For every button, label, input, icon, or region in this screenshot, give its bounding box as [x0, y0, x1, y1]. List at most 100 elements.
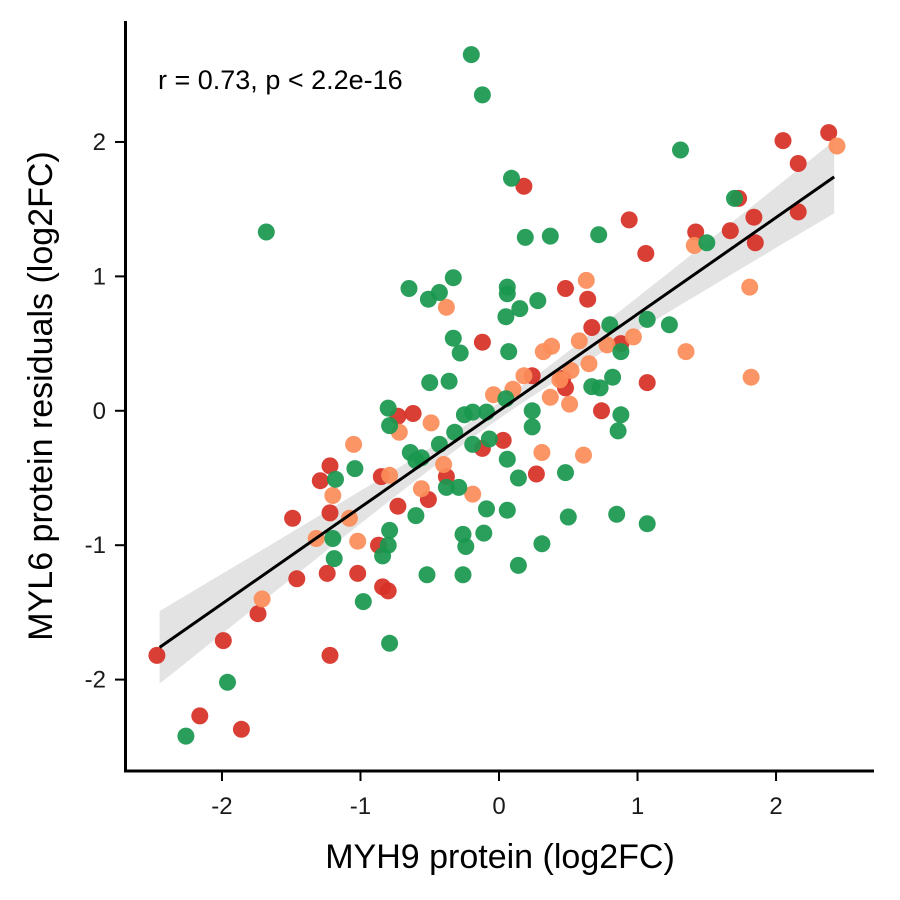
data-point-orange — [345, 435, 363, 453]
data-point-green — [604, 368, 622, 386]
data-point-orange — [381, 466, 399, 484]
data-point-red — [232, 720, 250, 738]
data-point-green — [407, 507, 425, 525]
data-point-green — [559, 508, 577, 526]
data-point-green — [327, 470, 344, 488]
data-point-green — [541, 227, 559, 245]
data-point-green — [219, 673, 236, 691]
data-point-red — [318, 564, 336, 582]
data-point-green — [454, 566, 472, 584]
data-point-green — [407, 452, 425, 469]
y-axis-ticks: -2 -1 0 1 2 — [85, 129, 124, 694]
data-point-green — [497, 308, 515, 326]
data-point-green — [660, 316, 678, 334]
data-point-green — [638, 310, 656, 328]
data-point-green — [444, 269, 462, 287]
data-point-red — [494, 431, 512, 449]
data-point-orange — [534, 343, 552, 361]
data-point-green — [609, 422, 627, 440]
data-point-red — [321, 646, 339, 664]
data-point-green — [726, 189, 743, 207]
data-point-red — [249, 605, 267, 623]
regression-line — [158, 175, 836, 649]
data-point-red — [745, 208, 763, 226]
data-point-green — [529, 292, 547, 310]
data-point-orange — [437, 298, 455, 316]
data-point-green — [418, 566, 436, 584]
data-point-orange — [575, 446, 592, 464]
data-point-green — [444, 329, 462, 347]
data-point-red — [620, 211, 638, 229]
data-point-orange — [598, 336, 616, 354]
data-point-green — [324, 530, 342, 547]
data-point-green — [379, 399, 397, 417]
data-point-red — [311, 472, 329, 490]
data-point-orange — [551, 371, 569, 389]
data-point-red — [593, 402, 610, 420]
data-point-green — [430, 435, 448, 453]
y-axis-title: MYL6 protein residuals (log2FC) — [22, 151, 60, 640]
data-point-red — [404, 405, 422, 422]
data-point-green — [381, 634, 399, 652]
data-point-green — [464, 435, 482, 453]
data-point-green — [421, 374, 439, 392]
x-tick-label: 1 — [631, 793, 644, 820]
data-point-green — [451, 344, 469, 362]
data-point-red — [638, 374, 656, 392]
data-point-red — [789, 155, 807, 172]
data-point-green — [381, 521, 399, 539]
data-point-red — [288, 570, 306, 588]
data-point-green — [177, 727, 195, 745]
correlation-annotation: r = 0.73, p < 2.2e-16 — [158, 65, 403, 95]
data-point-orange — [741, 278, 759, 296]
data-point-orange — [570, 332, 588, 350]
data-point-red — [579, 290, 597, 308]
data-point-green — [608, 505, 626, 523]
x-tick-label: 0 — [492, 793, 505, 820]
data-point-green — [478, 500, 495, 518]
data-point-green — [440, 372, 458, 390]
data-point-orange — [580, 355, 598, 373]
data-point-red — [284, 509, 302, 527]
data-point-green — [503, 169, 520, 187]
data-point-green — [516, 228, 534, 246]
data-point-green — [325, 550, 343, 568]
data-point-red — [379, 582, 397, 600]
data-point-green — [430, 284, 448, 301]
x-tick-label: -1 — [350, 793, 371, 820]
data-point-green — [612, 343, 630, 361]
data-point-red — [214, 632, 232, 650]
scatter-points — [148, 46, 846, 745]
data-point-green — [500, 343, 518, 361]
data-point-orange — [324, 487, 342, 504]
data-point-orange — [828, 137, 846, 155]
data-point-orange — [412, 480, 430, 498]
y-tick-label: 2 — [93, 129, 106, 156]
data-point-orange — [533, 444, 551, 461]
data-point-green — [590, 226, 608, 244]
data-point-red — [321, 504, 339, 522]
data-point-orange — [742, 368, 760, 386]
data-point-green — [346, 460, 364, 478]
data-point-green — [354, 593, 372, 611]
data-point-green — [672, 141, 689, 159]
data-point-green — [475, 524, 493, 542]
x-axis-ticks: -2 -1 0 1 2 — [211, 772, 783, 820]
data-point-orange — [624, 328, 642, 346]
data-point-green — [612, 406, 630, 424]
data-point-red — [820, 124, 838, 142]
x-tick-label: -2 — [211, 793, 232, 820]
data-point-red — [191, 707, 209, 725]
data-point-green — [533, 535, 551, 553]
data-point-red — [687, 223, 705, 241]
data-point-green — [498, 501, 516, 519]
data-point-green — [450, 478, 468, 496]
data-point-green — [462, 46, 480, 64]
y-tick-label: 0 — [93, 398, 106, 425]
y-tick-label: 1 — [93, 263, 106, 290]
data-point-green — [509, 469, 527, 487]
y-tick-label: -2 — [85, 667, 106, 694]
data-point-orange — [422, 414, 440, 432]
data-point-red — [774, 132, 792, 150]
